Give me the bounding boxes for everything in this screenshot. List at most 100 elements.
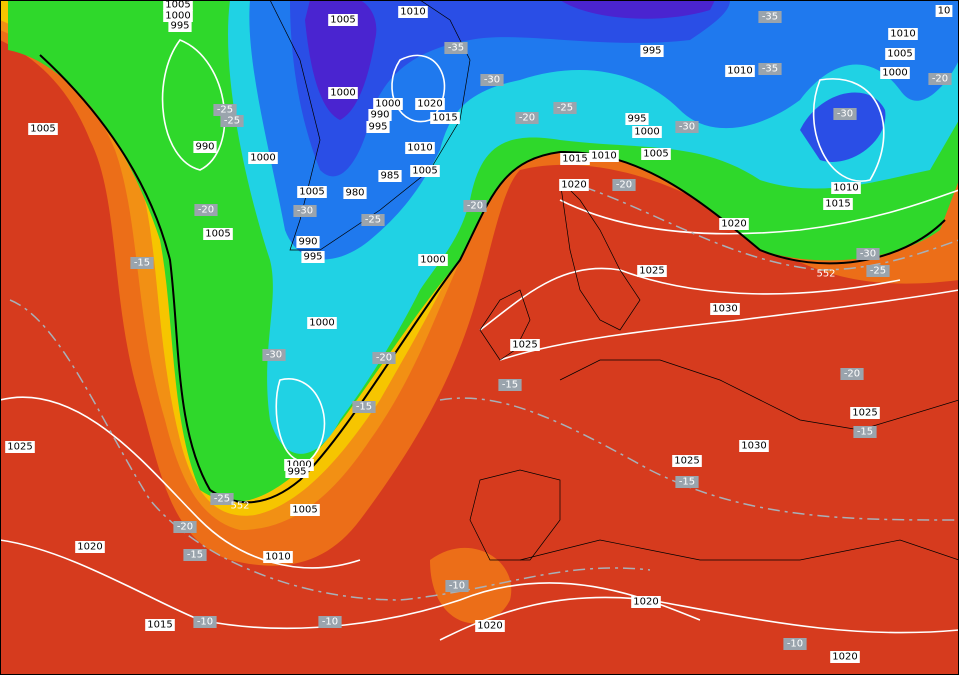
temperature-label: -30 bbox=[675, 121, 699, 133]
isobar-label-text: 1025 bbox=[7, 442, 32, 453]
temperature-label-box bbox=[445, 580, 469, 592]
isobar-label: 1025 bbox=[672, 455, 702, 467]
isobar-label: 1010 bbox=[725, 65, 755, 77]
temperature-label-text: -30 bbox=[266, 350, 282, 361]
coastline bbox=[469, 469, 561, 561]
isobar-label: 995 bbox=[366, 121, 390, 133]
isobar-label-text: 1025 bbox=[674, 456, 699, 467]
isobar-label-text: 1005 bbox=[165, 0, 190, 11]
temperature-label-box bbox=[173, 521, 197, 533]
isobar-line bbox=[499, 289, 959, 361]
isobar-label-box bbox=[301, 251, 325, 263]
isobar-label: 1005 bbox=[163, 0, 193, 11]
isobar-label: 1025 bbox=[850, 407, 880, 419]
isobar-label: 1020 bbox=[75, 541, 105, 553]
temperature-label-box bbox=[352, 401, 376, 413]
temperature-label: -35 bbox=[444, 42, 468, 54]
isobar-label-box bbox=[719, 218, 749, 230]
isobar-label-text: 1010 bbox=[591, 151, 616, 162]
isobar-label: 995 bbox=[301, 251, 325, 263]
temperature-label-text: -35 bbox=[448, 43, 464, 54]
isobar-label: 1005 bbox=[885, 48, 915, 60]
isobar-label-text: 1000 bbox=[330, 88, 355, 99]
isobar-label-box bbox=[640, 45, 664, 57]
temperature-label-text: -20 bbox=[932, 74, 948, 85]
temperature-label-box bbox=[498, 379, 522, 391]
isobar-label: 10 bbox=[935, 5, 953, 17]
isobar-label-box bbox=[373, 98, 403, 110]
temperature-label-text: -20 bbox=[844, 369, 860, 380]
temperature-label-text: -15 bbox=[356, 402, 372, 413]
temperature-label-text: -10 bbox=[449, 581, 465, 592]
temperature-label-box bbox=[553, 102, 577, 114]
temperature-label: -20 bbox=[463, 200, 487, 212]
isobar-label: 1025 bbox=[637, 265, 667, 277]
isotherms bbox=[9, 179, 959, 601]
isobar-label-text: 1030 bbox=[741, 441, 766, 452]
temperature-label-text: -25 bbox=[224, 116, 240, 127]
temperature-label-box bbox=[675, 476, 699, 488]
temperature-label-box bbox=[463, 200, 487, 212]
isobar-label-box bbox=[193, 141, 217, 153]
isobar-label: 1005 bbox=[203, 228, 233, 240]
isobar-label: 1010 bbox=[888, 28, 918, 40]
isobar-label-box bbox=[343, 187, 367, 199]
temperature-label: -10 bbox=[318, 616, 342, 628]
isobar-label-box bbox=[163, 0, 193, 11]
labels: 1005100099510051010100599010001000100099… bbox=[5, 0, 953, 663]
temperature-label: -20 bbox=[840, 368, 864, 380]
temperature-label-text: -20 bbox=[198, 205, 214, 216]
isobar-label-text: 995 bbox=[303, 252, 322, 263]
temperature-label-text: -30 bbox=[679, 122, 695, 133]
temperature-label: -20 bbox=[612, 179, 636, 191]
isobar-label-box bbox=[510, 339, 540, 351]
isobar-label-box bbox=[823, 198, 853, 210]
isotherm-line bbox=[559, 179, 959, 271]
isobar-label: 1015 bbox=[145, 619, 175, 631]
isobar-label-text: 995 bbox=[287, 467, 306, 478]
isobar-label: 1015 bbox=[560, 153, 590, 165]
isobar-label-text: 1005 bbox=[887, 49, 912, 60]
isobar-label: 1020 bbox=[719, 218, 749, 230]
isobar-label-text: 1005 bbox=[412, 166, 437, 177]
isobar-label: 1030 bbox=[739, 440, 769, 452]
isobar-line bbox=[559, 189, 959, 235]
isobar-label: 1015 bbox=[823, 198, 853, 210]
isobar-label-text: 990 bbox=[370, 110, 389, 121]
temperature-label: -15 bbox=[352, 401, 376, 413]
temperature-label-text: -10 bbox=[787, 639, 803, 650]
isobar-label-box bbox=[710, 303, 740, 315]
isobar-label-text: 1000 bbox=[420, 255, 445, 266]
temperature-label: -25 bbox=[213, 104, 237, 116]
temperature-label-text: -15 bbox=[857, 427, 873, 438]
isobar-label-text: 1000 bbox=[634, 127, 659, 138]
isobar-label-box bbox=[378, 170, 402, 182]
isobar-label-text: 1015 bbox=[147, 620, 172, 631]
coastline bbox=[559, 359, 959, 431]
isobar-label-box bbox=[366, 121, 390, 133]
isobar-label: 1000 bbox=[632, 126, 662, 138]
isobar-label: 1010 bbox=[398, 6, 428, 18]
temperature-label: -10 bbox=[783, 638, 807, 650]
temperature-label: -35 bbox=[758, 11, 782, 23]
isobar-label-text: 1025 bbox=[639, 266, 664, 277]
isobar-label-text: 1010 bbox=[727, 66, 752, 77]
isobar-line bbox=[391, 54, 446, 123]
isobar-label: 995 bbox=[168, 20, 192, 32]
isobar-label-text: 1005 bbox=[299, 187, 324, 198]
temperature-label-box bbox=[833, 108, 857, 120]
isobar-label-box bbox=[850, 407, 880, 419]
temperature-label-text: -30 bbox=[484, 75, 500, 86]
isobar-label-box bbox=[625, 113, 649, 125]
coastline bbox=[479, 289, 531, 361]
isobar-label-text: 1005 bbox=[643, 149, 668, 160]
isobar-label-text: 1000 bbox=[286, 460, 311, 471]
temperature-label-text: -20 bbox=[177, 522, 193, 533]
temperature-label-text: -15 bbox=[679, 477, 695, 488]
height-label: 552 bbox=[230, 501, 249, 512]
isobar-label-box bbox=[75, 541, 105, 553]
temperature-label-box bbox=[840, 368, 864, 380]
isobar-label: 1010 bbox=[405, 142, 435, 154]
